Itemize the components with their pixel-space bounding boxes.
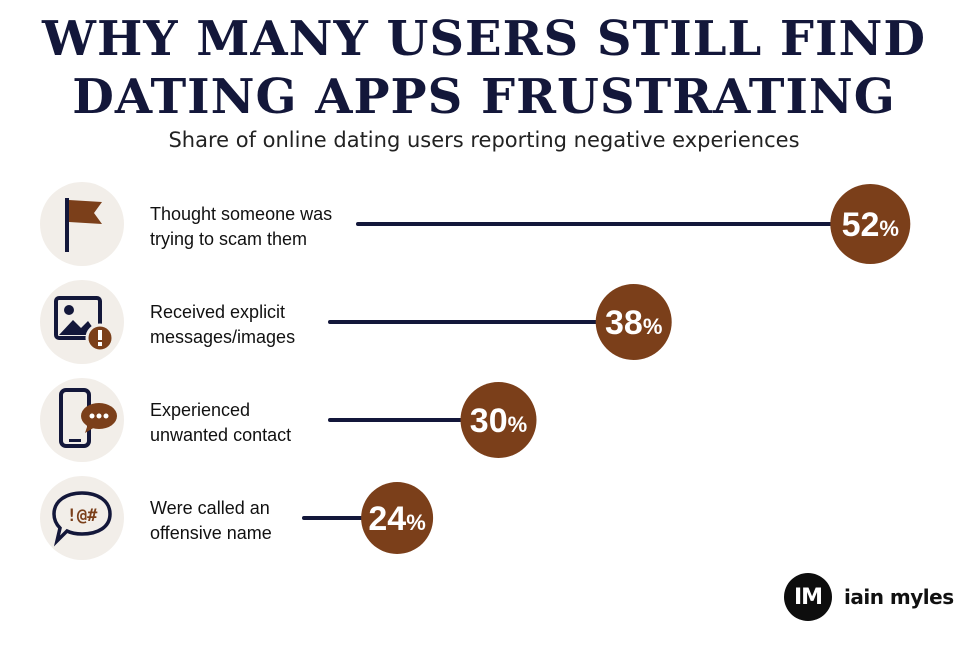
value-label: 30%	[470, 402, 527, 440]
value-number: 52	[842, 206, 880, 244]
value-number: 30	[470, 402, 508, 440]
row-label: Thought someone was trying to scam them	[150, 202, 360, 252]
value-bubble	[830, 184, 911, 264]
row-label: Experienced unwanted contact	[150, 398, 360, 448]
value-label: 38%	[605, 304, 662, 342]
row-label-line-2: messages/images	[150, 327, 296, 347]
value-bubble	[361, 482, 434, 554]
row-label-line-1: Were called an	[150, 498, 270, 518]
row-label-line-1: Experienced	[150, 400, 251, 420]
flag-icon	[65, 198, 102, 252]
value-label: 24%	[368, 500, 425, 538]
page-title: WHY MANY USERS STILL FIND DATING APPS FR…	[0, 10, 968, 126]
row-unwanted-contact: Experienced unwanted contact	[0, 378, 968, 468]
row-label-line-2: trying to scam them	[150, 229, 308, 249]
brand-logo: IM iain myles	[784, 573, 954, 621]
value-number: 24	[368, 500, 406, 538]
row-offensive-name: !@# Were called an offensive name	[0, 476, 968, 566]
svg-text:!@#: !@#	[67, 506, 98, 526]
row-label: Were called an offensive name	[150, 496, 360, 546]
offensive-speech-icon: !@#	[52, 491, 112, 547]
value-unit: %	[879, 216, 899, 241]
explicit-image-icon	[54, 296, 115, 353]
title-line-1: WHY MANY USERS STILL FIND	[42, 11, 926, 67]
phone-message-icon	[59, 388, 117, 448]
row-label-line-2: offensive name	[150, 523, 272, 543]
row-label-line-2: unwanted contact	[150, 425, 292, 445]
value-unit: %	[643, 314, 663, 339]
title-line-2: DATING APPS FRUSTRATING	[72, 69, 896, 125]
row-label-line-1: Received explicit	[150, 302, 286, 322]
value-bubble	[460, 382, 537, 458]
row-label-line-1: Thought someone was	[150, 204, 333, 224]
icon-badge	[40, 378, 124, 462]
brand-initials-badge: IM	[784, 573, 832, 621]
brand-name: iain myles	[844, 585, 954, 609]
value-bubble	[595, 284, 672, 360]
row-scam: Thought someone was trying to scam them	[0, 182, 968, 272]
value-number: 38	[605, 304, 643, 342]
row-label: Received explicit messages/images	[150, 300, 360, 350]
value-unit: %	[406, 510, 426, 535]
value-label: 52%	[842, 206, 899, 244]
subtitle: Share of online dating users reporting n…	[168, 128, 800, 152]
icon-badge: !@#	[40, 476, 124, 560]
icon-badge	[40, 280, 124, 364]
icon-badge	[40, 182, 124, 266]
value-unit: %	[508, 412, 528, 437]
row-explicit: Received explicit messages/images	[0, 280, 968, 370]
